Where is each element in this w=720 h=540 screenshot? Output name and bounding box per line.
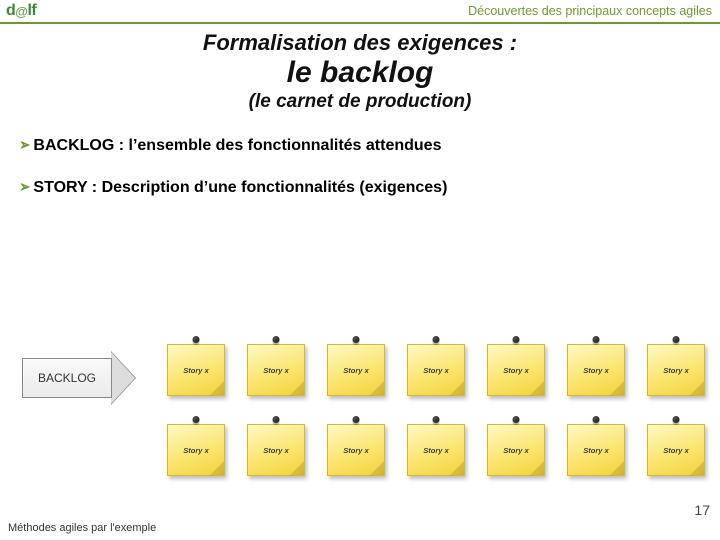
pin-icon	[593, 416, 600, 423]
sticky-note: Story x	[485, 420, 547, 480]
pin-icon	[513, 336, 520, 343]
sticky-note: Story x	[565, 420, 627, 480]
sticky-row-2: Story x Story x Story x Story x Story x Story…	[165, 420, 707, 480]
sticky-note: Story x	[325, 420, 387, 480]
sticky-row-1: Story x Story x Story x Story x Story x Story…	[165, 340, 707, 400]
sticky-label: Story x	[647, 344, 705, 396]
pin-icon	[273, 336, 280, 343]
pin-icon	[433, 416, 440, 423]
pin-icon	[353, 336, 360, 343]
bullet-item: ➢BACKLOG : l’ensemble des fonctionnalité…	[18, 135, 720, 155]
logo: d@lf	[6, 2, 36, 20]
title-line-1: Formalisation des exigences :	[0, 30, 720, 56]
pin-icon	[193, 416, 200, 423]
arrow-label: BACKLOG	[22, 358, 112, 398]
sticky-label: Story x	[247, 424, 305, 476]
sticky-note: Story x	[165, 340, 227, 400]
sticky-label: Story x	[407, 344, 465, 396]
pin-icon	[353, 416, 360, 423]
pin-icon	[673, 336, 680, 343]
sticky-label: Story x	[167, 424, 225, 476]
pin-icon	[193, 336, 200, 343]
sticky-note: Story x	[565, 340, 627, 400]
sticky-note: Story x	[405, 340, 467, 400]
pin-icon	[673, 416, 680, 423]
sticky-label: Story x	[407, 424, 465, 476]
bullet-text: STORY : Description d’une fonctionnalité…	[33, 179, 447, 196]
sticky-label: Story x	[647, 424, 705, 476]
title-line-3: (le carnet de production)	[0, 91, 720, 113]
sticky-label: Story x	[327, 344, 385, 396]
sticky-label: Story x	[167, 344, 225, 396]
title-line-2: le backlog	[0, 56, 720, 89]
sticky-label: Story x	[567, 424, 625, 476]
pin-icon	[513, 416, 520, 423]
sticky-label: Story x	[247, 344, 305, 396]
pin-icon	[433, 336, 440, 343]
pin-icon	[593, 336, 600, 343]
sticky-note: Story x	[405, 420, 467, 480]
slide-header: d@lf Découvertes des principaux concepts…	[0, 0, 720, 24]
bullet-item: ➢STORY : Description d’une fonctionnalit…	[18, 177, 720, 197]
logo-d: d	[6, 2, 15, 19]
sticky-note: Story x	[245, 420, 307, 480]
sticky-note: Story x	[645, 340, 707, 400]
sticky-label: Story x	[327, 424, 385, 476]
sticky-note: Story x	[245, 340, 307, 400]
sticky-label: Story x	[487, 424, 545, 476]
bullet-text: BACKLOG : l’ensemble des fonctionnalités…	[33, 137, 441, 154]
pin-icon	[273, 416, 280, 423]
header-subtitle: Découvertes des principaux concepts agil…	[468, 4, 712, 18]
sticky-label: Story x	[487, 344, 545, 396]
chevron-icon: ➢	[19, 135, 30, 155]
chevron-icon: ➢	[19, 177, 30, 197]
sticky-label: Story x	[567, 344, 625, 396]
footer-text: Méthodes agiles par l'exemple	[8, 522, 156, 534]
sticky-note: Story x	[165, 420, 227, 480]
bullet-list: ➢BACKLOG : l’ensemble des fonctionnalité…	[0, 135, 720, 197]
sticky-note: Story x	[325, 340, 387, 400]
backlog-arrow: BACKLOG	[22, 358, 132, 398]
sticky-note: Story x	[645, 420, 707, 480]
page-number: 17	[694, 502, 710, 518]
sticky-note: Story x	[485, 340, 547, 400]
logo-lf: lf	[27, 2, 36, 19]
logo-at: @	[15, 4, 27, 19]
